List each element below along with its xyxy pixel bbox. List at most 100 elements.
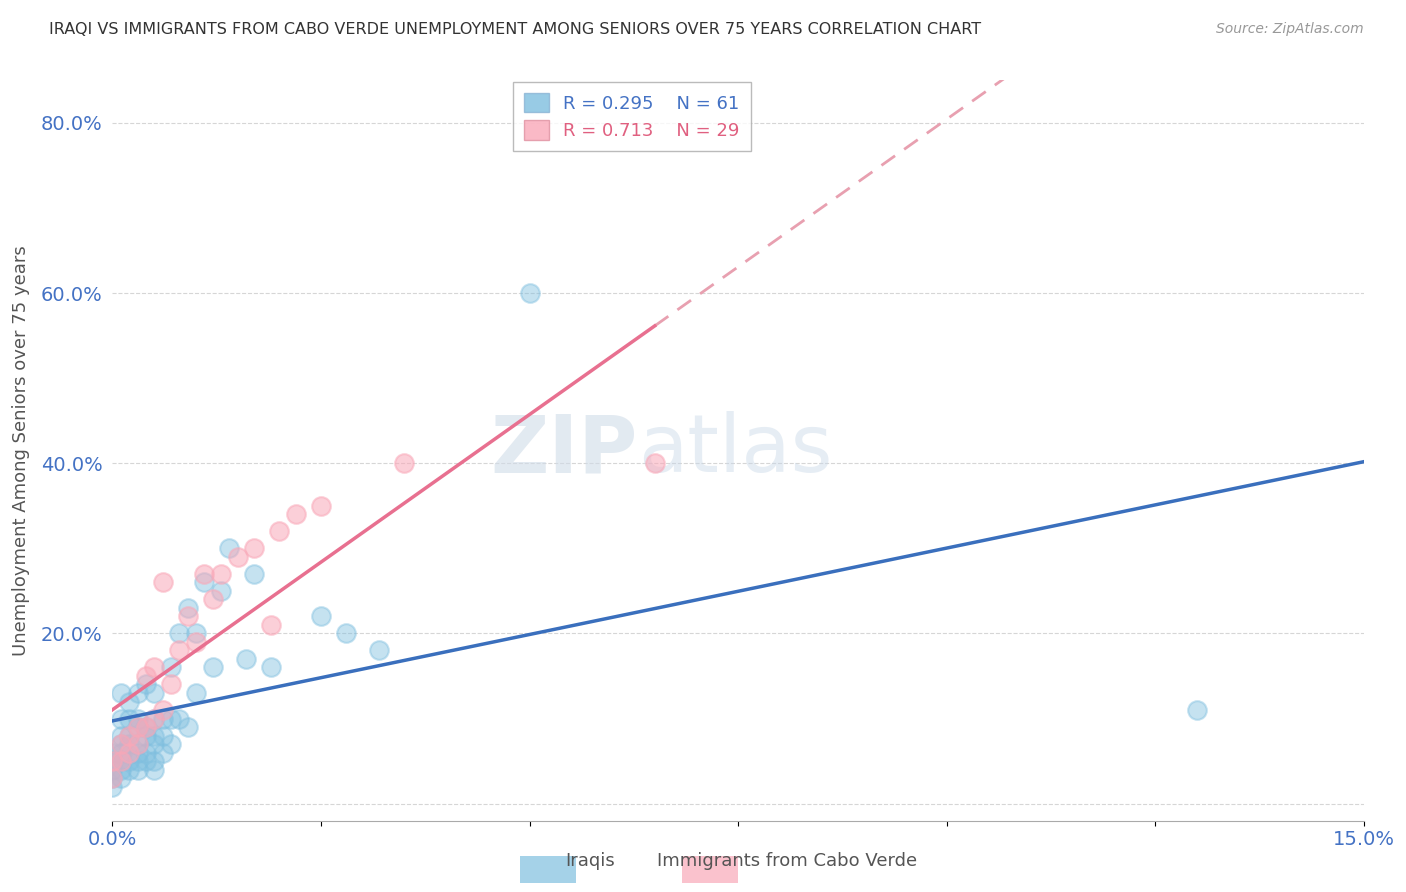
- Point: [135, 754, 157, 768]
- Point: [167, 626, 190, 640]
- Point: [143, 712, 166, 726]
- Point: [127, 737, 149, 751]
- Point: [135, 677, 157, 691]
- Point: [167, 712, 190, 726]
- Point: [209, 566, 232, 581]
- Point: [519, 286, 541, 301]
- Point: [176, 720, 198, 734]
- Point: [110, 737, 132, 751]
- Point: [243, 541, 266, 556]
- Point: [201, 592, 224, 607]
- Point: [235, 652, 257, 666]
- Point: [184, 686, 207, 700]
- FancyBboxPatch shape: [509, 851, 588, 888]
- Point: [135, 669, 157, 683]
- Point: [201, 660, 224, 674]
- Point: [110, 754, 132, 768]
- Point: [152, 746, 174, 760]
- Point: [101, 763, 124, 777]
- Point: [143, 729, 166, 743]
- Text: ZIP: ZIP: [491, 411, 638, 490]
- Point: [368, 643, 391, 657]
- Point: [1185, 703, 1208, 717]
- Point: [193, 566, 215, 581]
- Point: [143, 686, 166, 700]
- Point: [160, 677, 183, 691]
- Point: [110, 771, 132, 785]
- Text: Source: ZipAtlas.com: Source: ZipAtlas.com: [1216, 22, 1364, 37]
- Point: [101, 771, 124, 785]
- Point: [152, 729, 174, 743]
- Point: [260, 618, 283, 632]
- Point: [110, 686, 132, 700]
- Point: [135, 729, 157, 743]
- Point: [285, 508, 308, 522]
- Point: [127, 720, 149, 734]
- Point: [209, 583, 232, 598]
- Point: [118, 729, 141, 743]
- Text: IRAQI VS IMMIGRANTS FROM CABO VERDE UNEMPLOYMENT AMONG SENIORS OVER 75 YEARS COR: IRAQI VS IMMIGRANTS FROM CABO VERDE UNEM…: [49, 22, 981, 37]
- Point: [176, 600, 198, 615]
- Point: [127, 712, 149, 726]
- Point: [309, 499, 332, 513]
- Y-axis label: Unemployment Among Seniors over 75 years: Unemployment Among Seniors over 75 years: [11, 245, 30, 656]
- Point: [127, 746, 149, 760]
- Point: [394, 456, 416, 470]
- Point: [118, 712, 141, 726]
- Point: [118, 754, 141, 768]
- Point: [101, 746, 124, 760]
- Point: [118, 737, 141, 751]
- Point: [143, 763, 166, 777]
- Point: [110, 737, 132, 751]
- Point: [152, 575, 174, 590]
- Point: [176, 609, 198, 624]
- Point: [160, 712, 183, 726]
- Text: Immigrants from Cabo Verde: Immigrants from Cabo Verde: [657, 852, 918, 870]
- Point: [101, 754, 124, 768]
- Point: [127, 686, 149, 700]
- Point: [143, 712, 166, 726]
- Point: [127, 737, 149, 751]
- Point: [167, 643, 190, 657]
- Point: [135, 746, 157, 760]
- Point: [160, 660, 183, 674]
- Point: [143, 754, 166, 768]
- Point: [218, 541, 240, 556]
- Point: [101, 771, 124, 785]
- Point: [193, 575, 215, 590]
- Point: [143, 660, 166, 674]
- Point: [644, 456, 666, 470]
- Point: [118, 729, 141, 743]
- Point: [184, 626, 207, 640]
- Point: [118, 694, 141, 708]
- Text: Iraqis: Iraqis: [565, 852, 616, 870]
- Point: [335, 626, 357, 640]
- FancyBboxPatch shape: [671, 851, 749, 888]
- Point: [127, 763, 149, 777]
- Point: [101, 780, 124, 794]
- Point: [226, 549, 249, 564]
- Point: [110, 754, 132, 768]
- Point: [143, 737, 166, 751]
- Point: [118, 746, 141, 760]
- Point: [160, 737, 183, 751]
- Point: [110, 746, 132, 760]
- Point: [135, 720, 157, 734]
- Point: [152, 712, 174, 726]
- Point: [152, 703, 174, 717]
- Point: [110, 712, 132, 726]
- Point: [243, 566, 266, 581]
- Point: [110, 763, 132, 777]
- Point: [309, 609, 332, 624]
- Point: [184, 635, 207, 649]
- Point: [127, 720, 149, 734]
- Point: [101, 754, 124, 768]
- Point: [110, 729, 132, 743]
- Point: [127, 754, 149, 768]
- Point: [118, 763, 141, 777]
- Point: [135, 720, 157, 734]
- Legend: R = 0.295    N = 61, R = 0.713    N = 29: R = 0.295 N = 61, R = 0.713 N = 29: [513, 82, 751, 151]
- Point: [260, 660, 283, 674]
- Point: [269, 524, 291, 539]
- Text: atlas: atlas: [638, 411, 832, 490]
